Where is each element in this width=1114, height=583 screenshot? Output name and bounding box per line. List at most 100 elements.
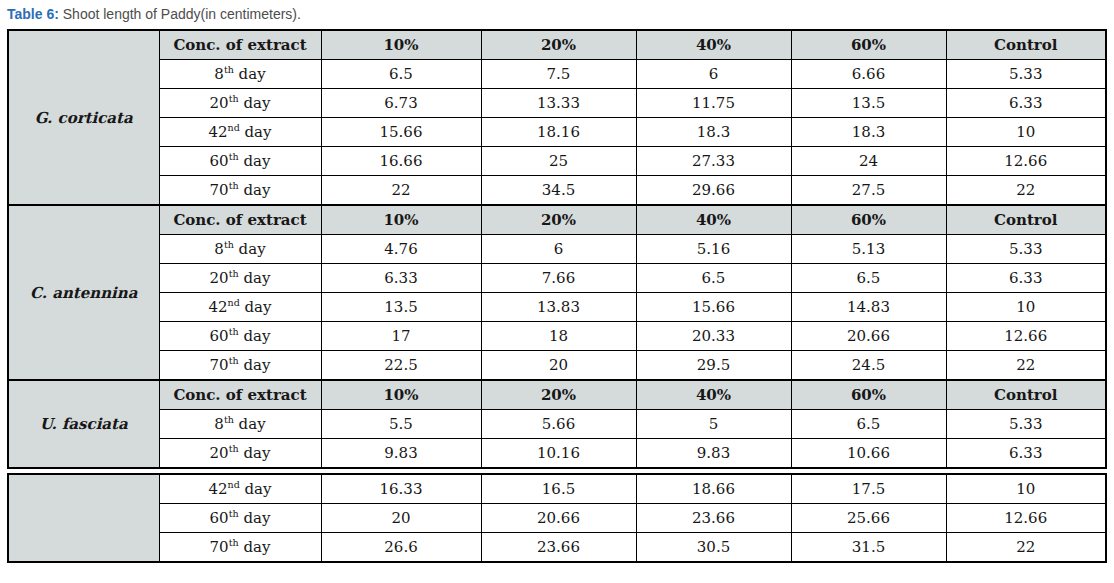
header-cell: 10% bbox=[321, 30, 481, 60]
header-cell: Control bbox=[946, 205, 1106, 235]
value-cell: 10.16 bbox=[481, 439, 636, 469]
day-cell: 70th day bbox=[159, 176, 321, 206]
day-number: 70 bbox=[210, 356, 229, 374]
day-number: 20 bbox=[210, 94, 229, 112]
day-cell: 8th day bbox=[159, 410, 321, 439]
value-cell: 5 bbox=[636, 410, 791, 439]
value-cell: 31.5 bbox=[791, 533, 946, 563]
table-row: 60th day171820.3320.6612.66 bbox=[8, 322, 1106, 351]
value-cell: 12.66 bbox=[946, 147, 1106, 176]
value-cell: 22.5 bbox=[321, 351, 481, 381]
day-cell: 70th day bbox=[159, 351, 321, 381]
value-cell: 29.5 bbox=[636, 351, 791, 381]
day-ordinal: th bbox=[229, 93, 239, 104]
value-cell: 18.16 bbox=[481, 118, 636, 147]
day-word: day bbox=[239, 94, 271, 112]
value-cell: 16.66 bbox=[321, 147, 481, 176]
table-block: 42nd day16.3316.518.6617.51060th day2020… bbox=[7, 473, 1107, 563]
table-row: U. fasciataConc. of extract10%20%40%60%C… bbox=[8, 380, 1106, 410]
value-cell: 22 bbox=[321, 176, 481, 206]
table-row: 42nd day16.3316.518.6617.510 bbox=[8, 474, 1106, 504]
value-cell: 5.33 bbox=[946, 60, 1106, 89]
day-number: 70 bbox=[210, 538, 229, 556]
value-cell: 27.5 bbox=[791, 176, 946, 206]
day-cell: 8th day bbox=[159, 60, 321, 89]
day-cell: 42nd day bbox=[159, 118, 321, 147]
value-cell: 6 bbox=[481, 235, 636, 264]
day-word: day bbox=[239, 152, 271, 170]
day-ordinal: nd bbox=[228, 297, 240, 308]
day-cell: 70th day bbox=[159, 533, 321, 563]
value-cell: 10 bbox=[946, 118, 1106, 147]
value-cell: 30.5 bbox=[636, 533, 791, 563]
day-ordinal: nd bbox=[228, 122, 240, 133]
value-cell: 10.66 bbox=[791, 439, 946, 469]
day-word: day bbox=[239, 181, 271, 199]
table-caption: Table 6: Shoot length of Paddy(in centim… bbox=[7, 6, 1112, 22]
day-number: 42 bbox=[208, 480, 227, 498]
table-row: 20th day6.337.666.56.56.33 bbox=[8, 264, 1106, 293]
header-cell: 40% bbox=[636, 380, 791, 410]
day-number: 60 bbox=[210, 509, 229, 527]
table-block: G. corticataConc. of extract10%20%40%60%… bbox=[7, 29, 1107, 206]
value-cell: 6 bbox=[636, 60, 791, 89]
day-word: day bbox=[239, 356, 271, 374]
value-cell: 4.76 bbox=[321, 235, 481, 264]
day-ordinal: th bbox=[224, 64, 234, 75]
table-row: 42nd day15.6618.1618.318.310 bbox=[8, 118, 1106, 147]
day-cell: 8th day bbox=[159, 235, 321, 264]
species-cell: U. fasciata bbox=[8, 380, 159, 468]
value-cell: 15.66 bbox=[636, 293, 791, 322]
header-cell: Control bbox=[946, 30, 1106, 60]
table-caption-text: Shoot length of Paddy(in centimeters). bbox=[59, 6, 301, 22]
day-number: 60 bbox=[210, 327, 229, 345]
shoot-length-table: G. corticataConc. of extract10%20%40%60%… bbox=[7, 29, 1112, 563]
header-cell: Control bbox=[946, 380, 1106, 410]
value-cell: 26.6 bbox=[321, 533, 481, 563]
value-cell: 13.5 bbox=[791, 89, 946, 118]
day-number: 8 bbox=[214, 65, 224, 83]
header-cell: 20% bbox=[481, 30, 636, 60]
value-cell: 22 bbox=[946, 176, 1106, 206]
value-cell: 6.73 bbox=[321, 89, 481, 118]
page: Table 6: Shoot length of Paddy(in centim… bbox=[0, 0, 1112, 563]
day-word: day bbox=[239, 269, 271, 287]
header-cell: 40% bbox=[636, 30, 791, 60]
species-cell bbox=[8, 474, 159, 562]
day-number: 20 bbox=[210, 444, 229, 462]
value-cell: 22 bbox=[946, 351, 1106, 381]
value-cell: 24 bbox=[791, 147, 946, 176]
day-ordinal: th bbox=[224, 414, 234, 425]
day-ordinal: nd bbox=[228, 479, 240, 490]
value-cell: 5.13 bbox=[791, 235, 946, 264]
value-cell: 20.66 bbox=[481, 504, 636, 533]
species-cell: C. antennina bbox=[8, 205, 159, 380]
value-cell: 6.66 bbox=[791, 60, 946, 89]
table-caption-label: Table 6: bbox=[7, 6, 59, 22]
value-cell: 5.16 bbox=[636, 235, 791, 264]
value-cell: 18.3 bbox=[636, 118, 791, 147]
value-cell: 13.83 bbox=[481, 293, 636, 322]
header-cell: 10% bbox=[321, 380, 481, 410]
value-cell: 16.5 bbox=[481, 474, 636, 504]
value-cell: 12.66 bbox=[946, 504, 1106, 533]
header-cell: 40% bbox=[636, 205, 791, 235]
value-cell: 6.33 bbox=[946, 264, 1106, 293]
table-row: 8th day5.55.6656.55.33 bbox=[8, 410, 1106, 439]
value-cell: 27.33 bbox=[636, 147, 791, 176]
table-row: C. antenninaConc. of extract10%20%40%60%… bbox=[8, 205, 1106, 235]
value-cell: 25.66 bbox=[791, 504, 946, 533]
table-row: 20th day9.8310.169.8310.666.33 bbox=[8, 439, 1106, 469]
value-cell: 6.5 bbox=[321, 60, 481, 89]
day-ordinal: th bbox=[229, 180, 239, 191]
value-cell: 24.5 bbox=[791, 351, 946, 381]
value-cell: 5.5 bbox=[321, 410, 481, 439]
value-cell: 20.66 bbox=[791, 322, 946, 351]
day-ordinal: th bbox=[229, 355, 239, 366]
header-cell: 20% bbox=[481, 380, 636, 410]
day-ordinal: th bbox=[229, 508, 239, 519]
table-block: C. antenninaConc. of extract10%20%40%60%… bbox=[7, 204, 1107, 381]
value-cell: 6.33 bbox=[946, 89, 1106, 118]
value-cell: 5.33 bbox=[946, 410, 1106, 439]
table-row: 70th day2234.529.6627.522 bbox=[8, 176, 1106, 206]
